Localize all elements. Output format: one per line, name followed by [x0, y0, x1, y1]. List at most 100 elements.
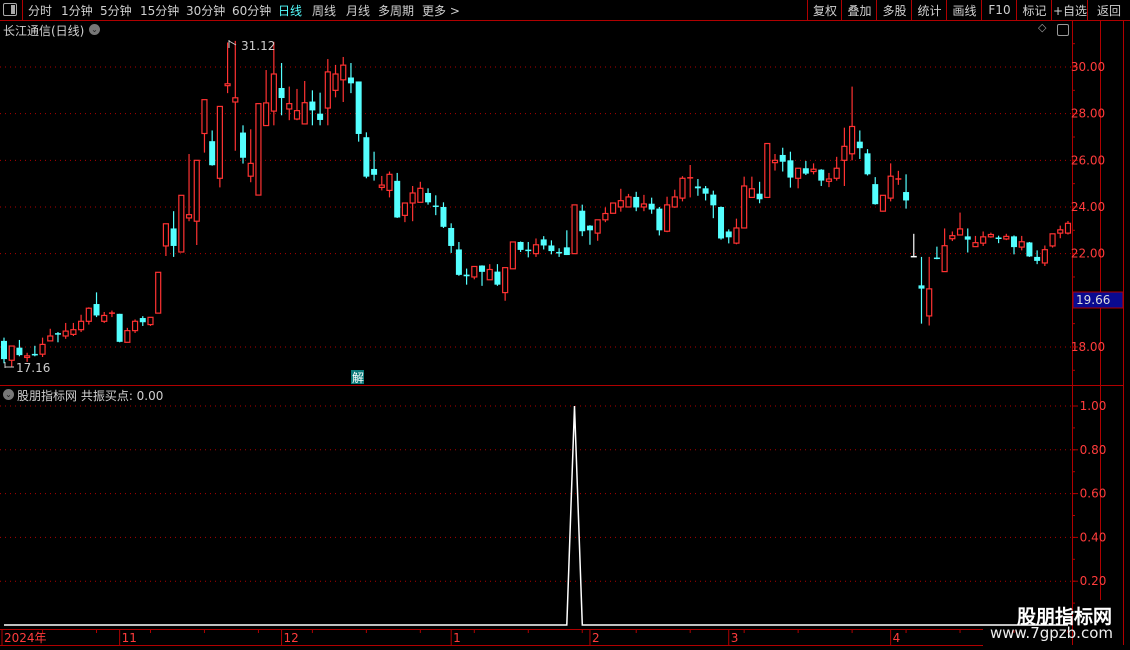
toolbar-button[interactable]: +自选 [1051, 0, 1088, 20]
candle-up [810, 168, 817, 173]
candle-up [926, 288, 933, 317]
candle-up [193, 159, 200, 222]
candle-down [425, 192, 432, 203]
candle-down [209, 141, 216, 166]
candle-down [1034, 256, 1041, 261]
candle-down [494, 271, 501, 285]
candle-up [224, 83, 231, 87]
period-tab[interactable]: 15分钟 [140, 4, 180, 18]
candle-up [617, 200, 624, 208]
candle-up [131, 320, 139, 332]
candle-down [16, 347, 23, 356]
candle-up [1003, 235, 1010, 240]
toolbar-button[interactable]: 返回 [1087, 0, 1130, 20]
candle-down [563, 247, 570, 256]
date-label: 4 [893, 631, 901, 645]
toolbar-button[interactable]: 叠加 [841, 0, 877, 20]
y-tick-label: 0.60 [1080, 487, 1107, 501]
candle-down [787, 160, 794, 178]
toolbar-button[interactable]: 统计 [911, 0, 947, 20]
candle-up [671, 196, 678, 208]
candle-up [609, 202, 617, 214]
period-tab[interactable]: 多周期 [378, 4, 415, 18]
candle-up [386, 173, 393, 192]
toolbar-button[interactable]: F10 [981, 0, 1017, 20]
candle-up [887, 175, 894, 199]
candle-up [502, 267, 509, 294]
candle-up [247, 162, 254, 177]
candle-down [394, 180, 401, 218]
y-tick-label: 26.00 [1071, 153, 1105, 167]
y-tick-label: 1.00 [1080, 399, 1107, 413]
candle-down [918, 285, 925, 289]
candle-down [1, 340, 7, 360]
candle-down [347, 77, 354, 84]
candle-down [455, 249, 462, 275]
stock-title: 长江通信(日线) [3, 24, 85, 38]
candle-down [710, 194, 717, 206]
chevron-down-icon[interactable]: ⌄ [89, 24, 100, 35]
current-price-label: 19.66 [1076, 293, 1110, 307]
candle-up [1018, 241, 1025, 248]
candle-down [903, 192, 910, 201]
candle-up [848, 125, 856, 155]
y-tick-label: 0.40 [1080, 530, 1107, 544]
candle-up [70, 329, 77, 335]
period-tab[interactable]: 5分钟 [100, 4, 132, 18]
candle-up [733, 227, 740, 244]
toolbar-button[interactable]: 标记 [1016, 0, 1052, 20]
candle-up [332, 73, 339, 91]
candle-down [139, 318, 146, 323]
candle-up [841, 145, 848, 161]
candle-up [201, 99, 208, 135]
candle-down [463, 274, 470, 277]
candle-up [471, 265, 478, 278]
candle-up [147, 316, 154, 326]
candle-up [286, 103, 293, 110]
candle-down [756, 193, 763, 200]
candle-down [579, 210, 586, 232]
period-tab[interactable]: 月线 [346, 4, 371, 18]
period-tab[interactable]: 60分钟 [232, 4, 272, 18]
candle-down [448, 227, 455, 246]
candle-down [864, 153, 871, 175]
candle-up [324, 71, 331, 109]
candle-down [702, 188, 709, 194]
candle-down [656, 208, 663, 231]
toolbar-button[interactable]: 多股 [876, 0, 912, 20]
panel-layout-icon[interactable] [1057, 24, 1069, 36]
toolbar-button[interactable]: 复权 [807, 0, 842, 20]
period-tab[interactable]: 更多 > [422, 4, 460, 18]
candle-down [540, 239, 547, 246]
candle-up [401, 202, 409, 216]
period-tab[interactable]: 周线 [312, 4, 337, 18]
candle-up [833, 167, 840, 179]
candle-up [1057, 229, 1064, 234]
candle-down [694, 186, 701, 189]
min-price-label: 17.16 [16, 361, 50, 375]
period-tab[interactable]: 日线 [278, 4, 303, 18]
candle-up [62, 330, 69, 337]
candle-down [170, 228, 177, 246]
candle-up [47, 335, 54, 342]
toolbar-button[interactable]: 画线 [946, 0, 982, 20]
candle-down [548, 245, 555, 252]
candle-up [39, 343, 46, 355]
period-tab[interactable]: 分时 [28, 4, 53, 18]
layout-toggle-icon[interactable] [3, 3, 17, 16]
chevron-down-icon[interactable]: ⌄ [3, 389, 14, 400]
diamond-icon[interactable]: ◇ [1038, 21, 1047, 34]
candle-up [949, 235, 956, 240]
candle-up [764, 142, 771, 199]
period-toolbar: 分时 1分钟 5分钟 15分钟 30分钟 60分钟 日线 周线 月线 多周期 更多 > 复权 叠加 多股… [0, 0, 1130, 21]
period-tab[interactable]: 30分钟 [186, 4, 226, 18]
candle-up [625, 196, 632, 208]
candle-up [748, 188, 755, 199]
candle-up [679, 177, 686, 199]
period-tab[interactable]: 1分钟 [61, 4, 93, 18]
candle-up [185, 214, 193, 219]
candle-up [263, 102, 270, 127]
y-tick-label: 22.00 [1071, 247, 1105, 261]
candle-up [255, 103, 262, 196]
